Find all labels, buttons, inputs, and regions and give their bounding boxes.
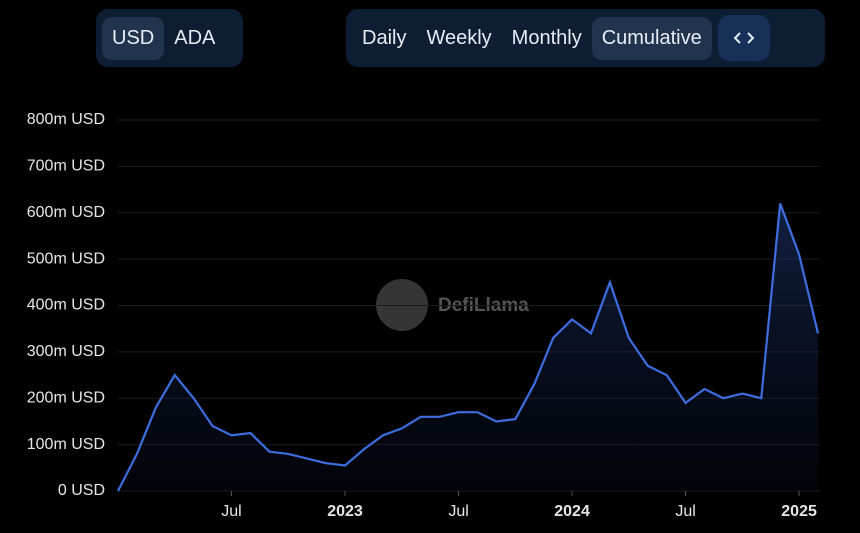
currency-toggle: USD ADA: [96, 9, 243, 67]
line: [117, 203, 820, 492]
y-tick-label: 300m USD: [27, 343, 105, 360]
x-tick-label: Jul: [221, 503, 241, 520]
embed-icon: [733, 32, 755, 44]
area: [118, 203, 818, 491]
period-button[interactable]: Monthly: [511, 26, 582, 49]
y-tick-label: 800m USD: [27, 111, 105, 128]
x-tick-label: 2025: [781, 503, 817, 520]
y-tick-label: 600m USD: [27, 204, 105, 221]
y-tick-label: 500m USD: [27, 250, 105, 267]
period-button[interactable]: Cumulative: [591, 16, 712, 60]
x-tick-label: 2024: [554, 503, 590, 520]
y-tick-label: 400m USD: [27, 297, 105, 314]
currency-button[interactable]: USD: [102, 16, 165, 60]
currency-button[interactable]: ADA: [174, 26, 216, 49]
x-tick-label: 2023: [327, 503, 363, 520]
period-toggle: Daily Weekly Monthly Cumulative: [346, 9, 825, 67]
embed-button[interactable]: [717, 15, 770, 61]
period-button[interactable]: Daily: [362, 26, 407, 49]
y-tick-label: 200m USD: [27, 389, 105, 406]
period-button[interactable]: Weekly: [426, 26, 492, 49]
y-tick-label: 0 USD: [58, 482, 105, 499]
x-tick-label: Jul: [448, 503, 468, 520]
y-tick-label: 100m USD: [27, 436, 105, 453]
y-tick-label: 700m USD: [27, 158, 105, 175]
x-tick-label: Jul: [675, 503, 695, 520]
